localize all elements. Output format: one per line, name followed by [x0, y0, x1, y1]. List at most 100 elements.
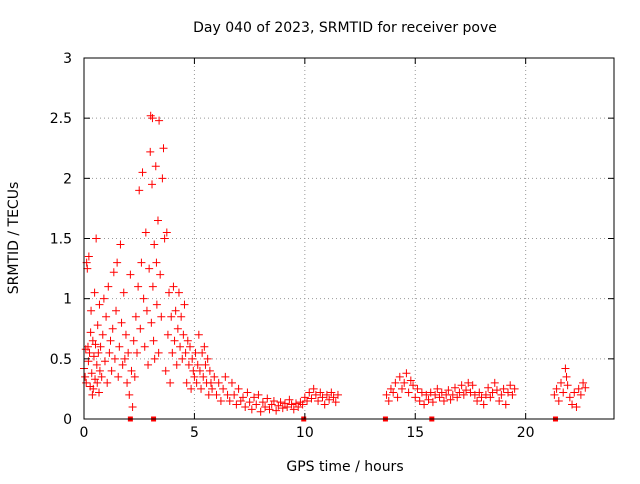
- data-point: [433, 384, 442, 393]
- data-point: [439, 396, 448, 405]
- x-axis-label: GPS time / hours: [286, 459, 403, 475]
- data-point: [212, 390, 221, 399]
- data-point: [92, 234, 101, 243]
- x-tick-label: 0: [80, 425, 89, 441]
- data-point: [477, 393, 486, 402]
- data-point: [457, 381, 466, 390]
- data-point: [165, 288, 174, 297]
- data-point: [95, 300, 104, 309]
- data-point: [563, 381, 572, 390]
- data-point: [133, 348, 141, 357]
- data-point: [174, 288, 183, 297]
- data-point: [420, 400, 429, 409]
- data-point: [81, 372, 90, 381]
- data-point: [559, 388, 568, 397]
- data-point: [116, 240, 125, 249]
- data-point: [120, 354, 129, 363]
- data-point: [162, 228, 171, 237]
- data-point: [154, 348, 163, 357]
- data-point: [285, 395, 294, 404]
- data-point: [239, 393, 247, 402]
- data-point: [150, 354, 159, 363]
- data-point: [446, 395, 455, 404]
- data-point: [464, 378, 473, 387]
- data-point: [393, 393, 402, 402]
- data-point: [190, 372, 199, 381]
- data-point: [415, 396, 424, 405]
- data-point: [468, 381, 477, 390]
- data-point: [152, 258, 161, 267]
- data-point: [327, 388, 336, 397]
- data-point: [221, 372, 230, 381]
- data-point: [114, 372, 123, 381]
- data-point: [87, 306, 96, 315]
- data-point: [84, 252, 93, 261]
- tick-layer: 0 5 10 15 20 0 0.5 1 1.5 2 2.5 3: [50, 51, 614, 441]
- data-point: [86, 328, 95, 337]
- data-point: [188, 354, 197, 363]
- data-points: [80, 111, 590, 422]
- data-point: [557, 378, 565, 387]
- data-point: [125, 390, 134, 399]
- data-point: [194, 330, 203, 339]
- data-point: [151, 162, 160, 171]
- data-point: [153, 216, 162, 225]
- data-point: [160, 234, 169, 243]
- data-point: [550, 390, 559, 399]
- data-point: [572, 402, 581, 411]
- data-point: [178, 354, 187, 363]
- data-point: [448, 390, 457, 399]
- data-point: [488, 388, 497, 397]
- data-point: [117, 318, 126, 327]
- data-point: [146, 147, 155, 156]
- data-point: [103, 378, 112, 387]
- data-point: [149, 336, 158, 345]
- data-point: [89, 352, 98, 361]
- y-tick-label: 0: [63, 412, 72, 428]
- data-point: [424, 395, 433, 404]
- data-point: [232, 400, 241, 409]
- data-point: [83, 342, 92, 351]
- data-point: [112, 306, 121, 315]
- data-point: [173, 324, 182, 333]
- data-point: [406, 376, 415, 385]
- data-point: [109, 268, 118, 277]
- data-point: [307, 394, 316, 403]
- data-point: [422, 390, 431, 399]
- data-point: [230, 390, 239, 399]
- data-point: [140, 342, 149, 351]
- data-point: [184, 360, 193, 369]
- data-point: [250, 393, 259, 402]
- data-point: [384, 396, 393, 405]
- data-point: [325, 395, 334, 404]
- data-point: [329, 393, 338, 402]
- data-point: [205, 366, 214, 375]
- x-tick-label: 10: [296, 425, 314, 441]
- data-point: [172, 360, 181, 369]
- data-point: [179, 330, 188, 339]
- data-point: [305, 388, 314, 397]
- data-point: [303, 396, 312, 405]
- data-point: [127, 366, 136, 375]
- data-point: [136, 324, 145, 333]
- data-point: [258, 398, 267, 407]
- data-point: [100, 357, 109, 366]
- data-point: [107, 366, 116, 375]
- data-point: [214, 378, 223, 387]
- data-point: [89, 384, 98, 393]
- x-tick-label: 5: [190, 425, 199, 441]
- data-point: [95, 388, 104, 397]
- data-point: [261, 402, 270, 411]
- data-point: [166, 378, 175, 387]
- data-point: [99, 294, 108, 303]
- data-point: [581, 383, 590, 392]
- data-point: [94, 348, 103, 357]
- data-point: [247, 405, 256, 414]
- data-point: [88, 390, 97, 399]
- data-point: [506, 381, 515, 390]
- data-point: [466, 388, 475, 397]
- data-point: [90, 288, 99, 297]
- data-point: [263, 394, 272, 403]
- data-point: [85, 348, 94, 357]
